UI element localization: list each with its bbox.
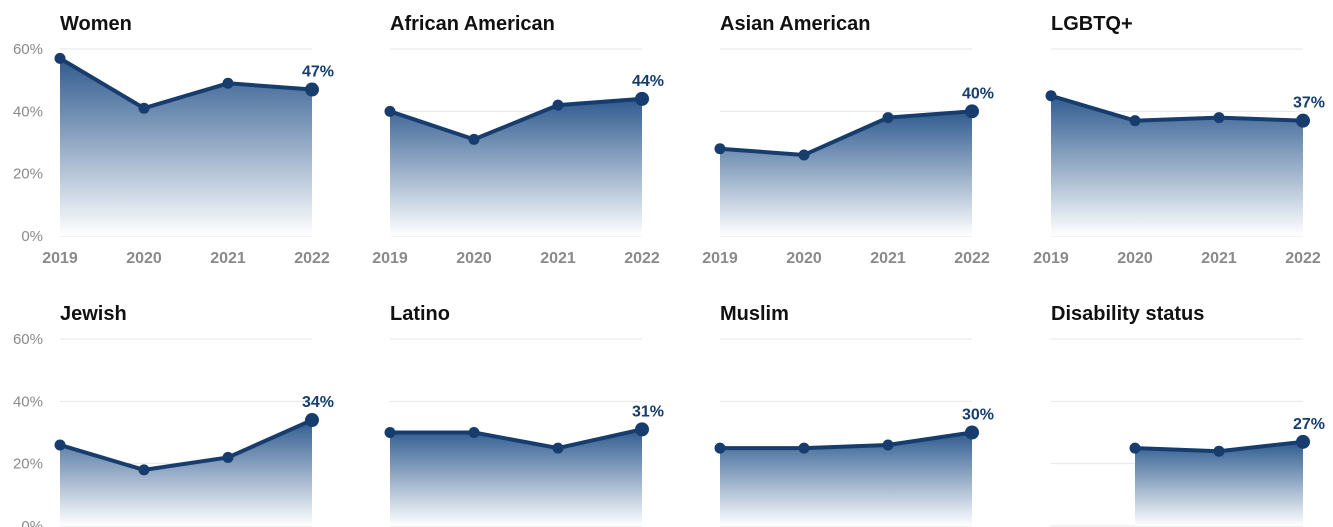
- panel-asian-american: Asian American 2019 2020 2021 2022 40%: [702, 13, 994, 267]
- data-point: [1129, 115, 1141, 127]
- series-line: [58, 418, 314, 472]
- series-line: [718, 430, 974, 451]
- data-point: [305, 82, 319, 97]
- panel-disability-status: Disability status 27%: [1051, 303, 1325, 527]
- value-label: 44%: [632, 73, 664, 90]
- value-label: 34%: [302, 394, 334, 411]
- area-fill: [1051, 95, 1303, 236]
- area-fill: [720, 111, 972, 236]
- data-point: [468, 133, 480, 145]
- data-point: [882, 439, 894, 451]
- data-point: [468, 427, 480, 438]
- data-point: [552, 442, 564, 454]
- data-point: [138, 464, 150, 476]
- y-tick-label: 40%: [13, 393, 43, 410]
- x-tick-label: 2022: [624, 250, 660, 267]
- x-tick-label: 2021: [540, 250, 576, 267]
- data-point: [1296, 434, 1310, 449]
- area-fill: [390, 98, 642, 236]
- data-point: [798, 442, 810, 454]
- area-fill: [1135, 441, 1303, 526]
- series-line: [1049, 93, 1305, 123]
- area-fill: [390, 429, 642, 526]
- panel-title: Disability status: [1051, 303, 1204, 325]
- panel-title: Jewish: [60, 303, 127, 325]
- panel-lgbtq-: LGBTQ+ 2019 2020 2021 2022 37%: [1033, 13, 1325, 267]
- data-point: [222, 77, 234, 89]
- x-tick-label: 2019: [1033, 250, 1069, 267]
- panel-title: Latino: [390, 303, 450, 325]
- data-point: [1213, 445, 1225, 457]
- data-point: [1296, 113, 1310, 128]
- x-tick-label: 2021: [1201, 250, 1237, 267]
- y-tick-label: 60%: [13, 41, 43, 58]
- x-tick-label: 2020: [126, 250, 162, 267]
- series-line: [388, 96, 644, 142]
- data-point: [54, 439, 66, 451]
- series-line: [718, 109, 974, 157]
- value-label: 37%: [1293, 95, 1325, 112]
- x-tick-label: 2019: [372, 250, 408, 267]
- y-tick-label: 40%: [13, 103, 43, 120]
- data-point: [635, 91, 649, 106]
- series-line: [58, 56, 314, 111]
- data-point: [1213, 112, 1225, 124]
- data-point: [384, 105, 396, 117]
- x-tick-label: 2022: [954, 250, 990, 267]
- data-point: [1045, 90, 1057, 102]
- data-point: [138, 102, 150, 114]
- panel-title: LGBTQ+: [1051, 13, 1133, 35]
- data-point: [305, 413, 319, 428]
- x-tick-label: 2021: [210, 250, 246, 267]
- panel-african-american: African American 2019 2020 2021 2022 44%: [372, 13, 664, 267]
- x-tick-label: 2020: [786, 250, 822, 267]
- value-label: 31%: [632, 403, 664, 420]
- x-tick-label: 2022: [294, 250, 330, 267]
- panel-title: African American: [390, 13, 555, 35]
- area-fill: [720, 432, 972, 526]
- data-point: [1129, 442, 1141, 454]
- x-tick-label: 2022: [1285, 250, 1321, 267]
- x-tick-label: 2019: [42, 250, 78, 267]
- x-tick-label: 2021: [870, 250, 906, 267]
- y-tick-label: 60%: [13, 331, 43, 348]
- value-label: 27%: [1293, 416, 1325, 433]
- y-tick-label: 0%: [21, 518, 43, 527]
- x-tick-label: 2020: [1117, 250, 1153, 267]
- panel-title: Asian American: [720, 13, 870, 35]
- area-fill: [60, 420, 312, 526]
- series-line: [388, 427, 644, 451]
- panel-title: Muslim: [720, 303, 789, 325]
- panel-muslim: Muslim 30%: [714, 303, 994, 527]
- data-point: [798, 149, 810, 161]
- value-label: 40%: [962, 85, 994, 102]
- data-point: [222, 451, 234, 463]
- data-point: [882, 112, 894, 124]
- data-point: [714, 442, 726, 454]
- value-label: 30%: [962, 407, 994, 424]
- data-point: [384, 427, 396, 438]
- data-point: [552, 99, 564, 111]
- area-fill: [60, 58, 312, 236]
- value-label: 47%: [302, 64, 334, 81]
- y-tick-label: 0%: [21, 228, 43, 245]
- data-point: [965, 425, 979, 440]
- data-point: [714, 143, 726, 155]
- x-tick-label: 2019: [702, 250, 738, 267]
- data-point: [965, 104, 979, 119]
- y-tick-label: 20%: [13, 456, 43, 473]
- data-point: [54, 52, 66, 64]
- y-tick-label: 20%: [13, 166, 43, 183]
- data-point: [635, 422, 649, 437]
- panel-women: Women 0% 20% 40% 60% 2019 2020 2021 2022 47%: [13, 13, 334, 267]
- panel-jewish: Jewish 0% 20% 40% 60% 34%: [13, 303, 334, 527]
- panel-latino: Latino 31%: [384, 303, 664, 527]
- x-tick-label: 2020: [456, 250, 492, 267]
- panel-title: Women: [60, 13, 132, 35]
